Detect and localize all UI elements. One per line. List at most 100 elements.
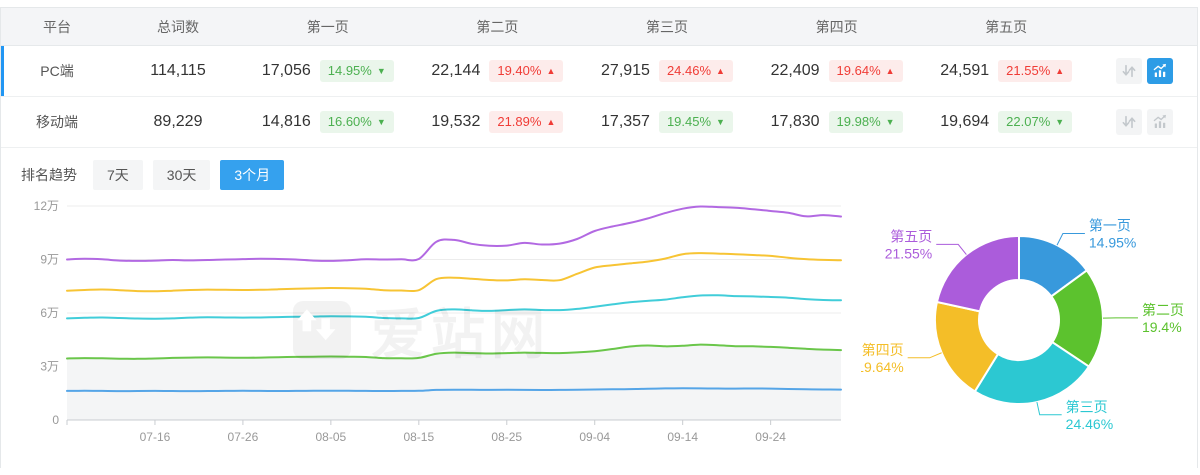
- trend-arrow-icon: ▼: [376, 116, 386, 127]
- compare-sort-button[interactable]: [1115, 109, 1142, 135]
- svg-text:0: 0: [52, 413, 59, 427]
- change-percent: 19.98%: [836, 114, 881, 130]
- svg-text:6万: 6万: [40, 306, 59, 320]
- show-trend-chart-button[interactable]: [1146, 58, 1173, 84]
- page3-change-badge: 24.46% ▲: [658, 60, 733, 82]
- tab-7-days[interactable]: 7天: [93, 160, 143, 190]
- total-words-value: 114,115: [150, 62, 206, 79]
- page3-cell: 27,915 24.46% ▲: [582, 60, 752, 82]
- table-header-row: 平台 总词数 第一页 第二页 第三页 第四页 第五页: [1, 8, 1197, 46]
- change-percent: 24.46%: [666, 63, 712, 79]
- trend-arrow-icon: ▲: [546, 65, 556, 76]
- table-row-mobile[interactable]: 移动端 89,229 14,816 16.60% ▼ 19,532 21.89% ▲…: [1, 97, 1197, 148]
- trend-arrow-icon: ▲: [546, 116, 556, 127]
- trend-arrow-icon: ▼: [376, 65, 386, 76]
- col-header-platform: 平台: [43, 18, 71, 35]
- svg-text:24.46%: 24.46%: [1066, 416, 1113, 432]
- trend-arrow-icon: ▼: [1055, 116, 1065, 127]
- page3-count: 27,915: [601, 62, 650, 79]
- trend-arrow-icon: ▲: [885, 65, 895, 76]
- tab-30-days[interactable]: 30天: [152, 160, 211, 190]
- up-down-arrows-icon: [1122, 64, 1135, 78]
- trend-section-header: 排名趋势 7天 30天 3个月: [1, 148, 1197, 190]
- keyword-rank-dashboard: 平台 总词数 第一页 第二页 第三页 第四页 第五页 PC端 114,115 1…: [0, 7, 1198, 468]
- show-trend-chart-button[interactable]: [1146, 109, 1173, 135]
- svg-text:07-26: 07-26: [228, 430, 259, 444]
- page5-count: 24,591: [940, 62, 990, 79]
- trend-arrow-icon: ▼: [885, 116, 895, 127]
- page2-cell: 22,144 19.40% ▲: [413, 60, 583, 82]
- up-down-arrows-icon: [1122, 115, 1135, 129]
- svg-text:14.95%: 14.95%: [1089, 235, 1136, 251]
- svg-text:09-04: 09-04: [579, 430, 610, 444]
- page4-change-badge: 19.98% ▼: [828, 111, 903, 133]
- svg-text:第二页: 第二页: [1142, 302, 1184, 318]
- page5-count: 19,694: [940, 113, 990, 130]
- change-percent: 19.40%: [497, 63, 542, 79]
- page3-count: 17,357: [601, 113, 650, 130]
- page5-cell: 19,694 22.07% ▼: [921, 111, 1091, 133]
- page1-cell: 14,816 16.60% ▼: [243, 111, 413, 133]
- trend-arrow-icon: ▲: [716, 65, 725, 76]
- svg-text:第三页: 第三页: [1066, 399, 1108, 415]
- total-words-value: 89,229: [153, 113, 203, 130]
- svg-text:08-05: 08-05: [316, 430, 347, 444]
- charts-area: 0 3万 6万 9万 12万 07-16 07-26 08-05 08-15 08-25 09-04…: [1, 192, 1197, 475]
- svg-text:第四页: 第四页: [862, 342, 904, 358]
- platform-label: 移动端: [36, 114, 78, 130]
- page1-count: 17,056: [261, 62, 311, 79]
- row-actions: [1091, 109, 1197, 135]
- page2-cell: 19,532 21.89% ▲: [413, 111, 583, 133]
- change-percent: 19.64%: [836, 63, 881, 79]
- change-percent: 16.60%: [327, 114, 372, 130]
- col-header-page1: 第一页: [306, 18, 349, 35]
- svg-text:09-24: 09-24: [755, 430, 786, 444]
- col-header-page3: 第三页: [645, 18, 688, 35]
- page5-cell: 24,591 21.55% ▲: [921, 60, 1091, 82]
- tab-3-months[interactable]: 3个月: [220, 160, 285, 190]
- page2-change-badge: 21.89% ▲: [489, 111, 564, 133]
- col-header-page2: 第二页: [476, 18, 519, 35]
- rank-trend-chart-container: 0 3万 6万 9万 12万 07-16 07-26 08-05 08-15 08-25 09-04…: [1, 192, 861, 475]
- svg-text:09-14: 09-14: [667, 430, 698, 444]
- page4-cell: 17,830 19.98% ▼: [752, 111, 922, 133]
- col-header-page5: 第五页: [985, 18, 1028, 35]
- change-percent: 22.07%: [1006, 114, 1051, 130]
- svg-text:08-25: 08-25: [491, 430, 522, 444]
- svg-text:3万: 3万: [40, 360, 59, 374]
- svg-text:08-15: 08-15: [403, 430, 434, 444]
- page3-cell: 17,357 19.45% ▼: [582, 111, 752, 133]
- page2-count: 19,532: [431, 113, 481, 130]
- trend-range-tabs: 7天 30天 3个月: [93, 160, 285, 190]
- svg-text:19.64%: 19.64%: [861, 359, 904, 375]
- svg-text:07-16: 07-16: [140, 430, 171, 444]
- svg-text:第五页: 第五页: [890, 228, 932, 244]
- svg-text:19.4%: 19.4%: [1142, 319, 1182, 335]
- svg-text:12万: 12万: [34, 199, 59, 213]
- table-row-pc[interactable]: PC端 114,115 17,056 14.95% ▼ 22,144 19.40%…: [1, 46, 1197, 97]
- page4-count: 22,409: [770, 62, 820, 79]
- compare-sort-button[interactable]: [1115, 58, 1142, 84]
- platform-label: PC端: [40, 63, 74, 79]
- page5-change-badge: 22.07% ▼: [998, 111, 1073, 133]
- change-percent: 14.95%: [327, 63, 372, 79]
- page2-count: 22,144: [431, 62, 481, 79]
- change-percent: 19.45%: [666, 114, 712, 130]
- col-header-page4: 第四页: [815, 18, 858, 35]
- page1-change-badge: 16.60% ▼: [319, 111, 394, 133]
- trend-arrow-icon: ▼: [716, 116, 725, 127]
- svg-text:21.55%: 21.55%: [885, 245, 932, 261]
- trend-chart-icon: [1153, 63, 1166, 77]
- page1-change-badge: 14.95% ▼: [319, 60, 394, 82]
- page3-change-badge: 19.45% ▼: [658, 111, 733, 133]
- svg-text:第一页: 第一页: [1089, 218, 1131, 234]
- page4-change-badge: 19.64% ▲: [828, 60, 903, 82]
- page1-count: 14,816: [261, 113, 311, 130]
- page5-change-badge: 21.55% ▲: [998, 60, 1073, 82]
- trend-section-title: 排名趋势: [21, 167, 77, 183]
- change-percent: 21.89%: [497, 114, 542, 130]
- svg-text:9万: 9万: [40, 253, 59, 267]
- page4-cell: 22,409 19.64% ▲: [752, 60, 922, 82]
